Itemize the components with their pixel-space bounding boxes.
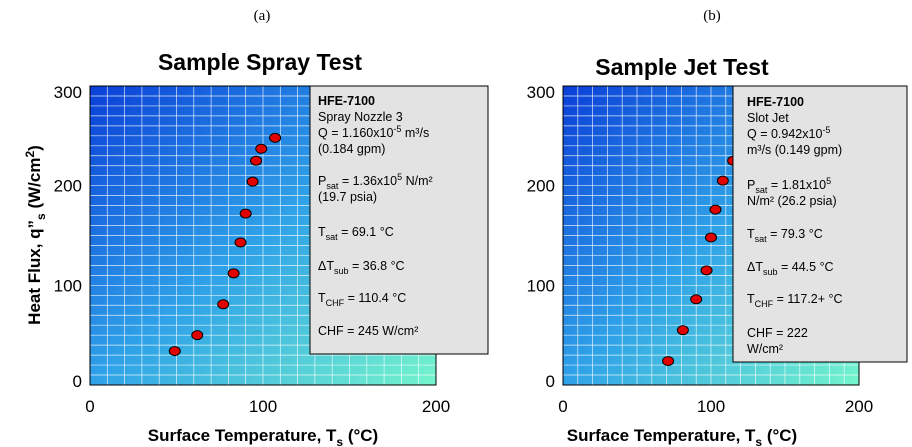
data-point — [246, 176, 259, 187]
psat-b: Psat = 1.81x105 — [747, 176, 831, 195]
flow-rate-alt-b: m³/s (0.149 gpm) — [747, 143, 842, 157]
y-tick-label: 100 — [54, 276, 82, 295]
dtsub-a: ΔTsub = 36.8 °C — [318, 259, 405, 276]
tsat-b: Tsat = 79.3 °C — [747, 227, 823, 244]
flow-rate-a: Q = 1.160x10-5 m³/s — [318, 124, 429, 140]
ticks-a: 0 100 200 0 100 200 300 — [54, 83, 451, 416]
x-tick-label: 200 — [422, 397, 450, 416]
y-tick-label: 200 — [527, 177, 555, 196]
chart-title-b: Sample Jet Test — [595, 54, 769, 80]
chf-b: CHF = 222 — [747, 326, 808, 340]
data-point — [269, 132, 282, 143]
data-point — [239, 208, 252, 219]
tsat-a: Tsat = 69.1 °C — [318, 225, 394, 242]
data-point — [250, 155, 263, 166]
annotation-bg-b — [732, 85, 908, 363]
data-point — [700, 265, 713, 276]
fluid-label-b: HFE-7100 — [747, 95, 804, 109]
panel-label-b: (b) — [703, 8, 721, 24]
data-point — [227, 268, 240, 279]
data-point — [709, 204, 722, 215]
psat-alt-a: (19.7 psia) — [318, 190, 377, 204]
flow-rate-b: Q = 0.942x10-5 — [747, 125, 830, 141]
data-point — [217, 299, 230, 310]
chart-title-a: Sample Spray Test — [158, 49, 362, 75]
x-tick-label: 100 — [697, 397, 725, 416]
x-axis-label-a: Surface Temperature, Ts (°C) — [148, 426, 378, 447]
data-point — [662, 356, 675, 367]
tchf-a: TCHF = 110.4 °C — [318, 291, 406, 308]
x-tick-label: 200 — [845, 397, 873, 416]
points-a — [168, 132, 282, 357]
annotation-box-b: HFE-7100 Slot Jet Q = 0.942x10-5 m³/s (0… — [732, 85, 908, 363]
panel-label-a: (a) — [254, 8, 271, 24]
y-tick-label: 200 — [54, 177, 82, 196]
x-tick-label: 0 — [558, 397, 567, 416]
annotation-bg-a — [309, 85, 489, 355]
x-axis-label-b: Surface Temperature, Ts (°C) — [567, 426, 797, 447]
data-point — [716, 175, 729, 186]
tchf-b: TCHF = 117.2+ °C — [747, 292, 843, 309]
fluid-label-a: HFE-7100 — [318, 94, 375, 108]
y-axis-label-a: Heat Flux, q”s (W/cm2) — [23, 145, 48, 325]
data-point — [191, 330, 204, 341]
panel-b: (b) Sample Jet Test 0 100 200 0 100 200 300 HF… — [527, 8, 908, 447]
y-tick-label: 300 — [54, 83, 82, 102]
chf-a: CHF = 245 W/cm² — [318, 324, 418, 338]
psat-a: Psat = 1.36x105 N/m² — [318, 172, 433, 191]
nozzle-label-b: Slot Jet — [747, 111, 789, 125]
panel-a: (a) Sample Spray Test 0 100 2000100200300 … — [23, 8, 489, 447]
x-tick-label: 0 — [85, 397, 94, 416]
data-point — [168, 346, 181, 357]
y-tick-label: 0 — [546, 372, 555, 391]
annotation-box-a: HFE-7100 Spray Nozzle 3 Q = 1.160x10-5 m… — [309, 85, 489, 355]
y-tick-label: 300 — [527, 83, 555, 102]
dtsub-b: ΔTsub = 44.5 °C — [747, 260, 834, 277]
psat-alt-b: N/m² (26.2 psia) — [747, 194, 837, 208]
nozzle-label-a: Spray Nozzle 3 — [318, 110, 403, 124]
data-point — [234, 237, 247, 248]
y-tick-label: 100 — [527, 276, 555, 295]
y-tick-label: 0 — [73, 372, 82, 391]
data-point — [255, 143, 268, 154]
data-point — [690, 294, 703, 305]
x-tick-label: 100 — [249, 397, 277, 416]
flow-rate-alt-a: (0.184 gpm) — [318, 142, 385, 156]
data-point — [705, 232, 717, 243]
data-point — [676, 325, 689, 336]
ticks-b: 0 100 200 0 100 200 300 — [527, 83, 874, 416]
chf-cont-b: W/cm² — [747, 342, 783, 356]
